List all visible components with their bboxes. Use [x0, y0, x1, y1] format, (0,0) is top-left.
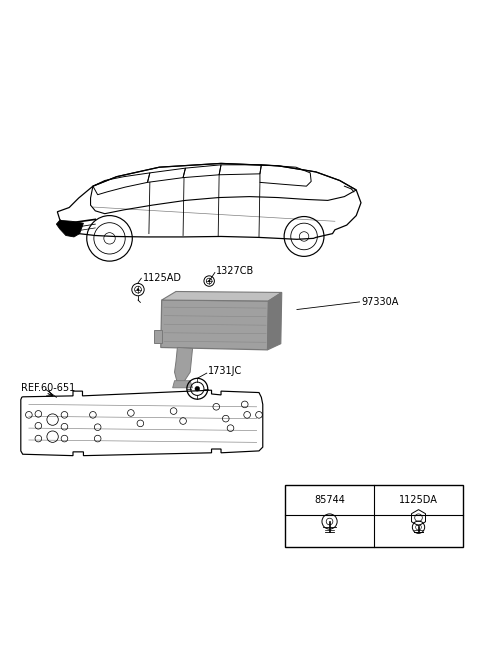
Polygon shape	[56, 220, 84, 237]
Polygon shape	[267, 292, 282, 350]
Polygon shape	[175, 348, 192, 383]
Text: 1731JC: 1731JC	[208, 366, 242, 376]
Text: 1125AD: 1125AD	[143, 273, 182, 283]
Polygon shape	[162, 292, 282, 301]
Text: 1125DA: 1125DA	[399, 495, 438, 505]
Bar	[285, 485, 463, 547]
Text: 85744: 85744	[314, 495, 345, 505]
Polygon shape	[173, 380, 192, 388]
Circle shape	[195, 386, 200, 391]
Text: REF.60-651: REF.60-651	[21, 383, 75, 393]
Text: 1327CB: 1327CB	[216, 265, 254, 276]
Circle shape	[137, 288, 139, 290]
Polygon shape	[154, 330, 162, 343]
Polygon shape	[161, 300, 268, 350]
Circle shape	[208, 280, 210, 282]
Text: 97330A: 97330A	[361, 298, 398, 307]
